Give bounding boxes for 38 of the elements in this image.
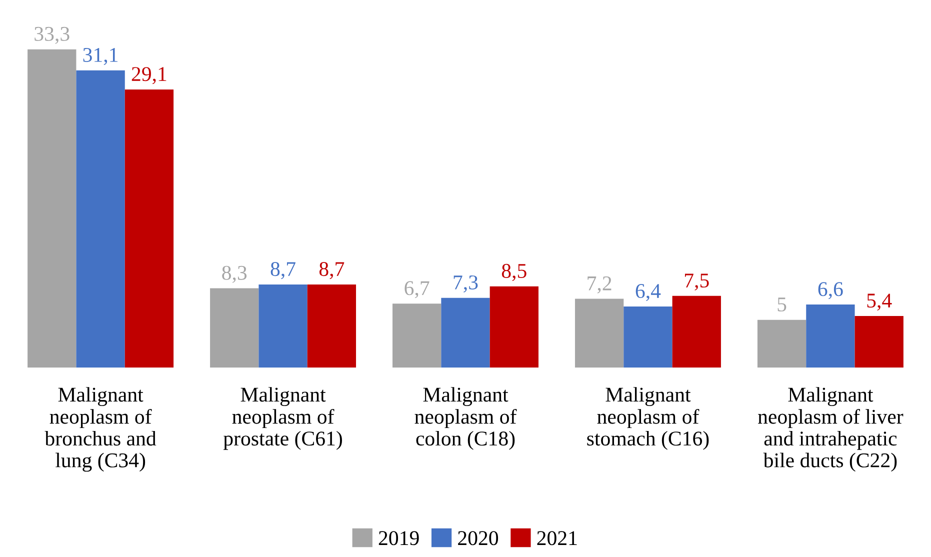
bar: [757, 320, 806, 368]
bar: [490, 286, 538, 368]
bar: [624, 306, 672, 368]
bar: [392, 304, 442, 368]
data-label: 8,7: [319, 262, 344, 280]
bar: [258, 284, 308, 368]
bar: [210, 288, 259, 368]
data-label: 7,2: [588, 276, 612, 294]
data-label: 8,7: [270, 262, 296, 280]
data-label: 33,3: [34, 26, 70, 44]
legend-label: 2021: [537, 531, 577, 546]
bar: [854, 316, 904, 368]
legend-label: 2020: [458, 531, 498, 546]
data-label: 7,3: [454, 275, 478, 292]
data-label: 8,5: [502, 264, 526, 281]
bar: [441, 298, 490, 368]
legend-label: 2019: [378, 531, 419, 546]
bar: [76, 70, 125, 368]
bar: [574, 298, 624, 368]
data-label: 29,1: [132, 67, 166, 84]
data-label: 31,1: [83, 48, 118, 65]
bar: [806, 304, 855, 368]
data-label: 7,5: [684, 274, 709, 291]
x-tick-label: Malignant neoplasm of stomach (C16): [587, 387, 709, 450]
bar: [124, 89, 174, 368]
data-label: 8,3: [222, 266, 247, 283]
data-label: 6,7: [404, 281, 430, 298]
data-label: 6,6: [818, 282, 843, 300]
data-label: 6,4: [636, 284, 661, 302]
bar: [672, 296, 721, 368]
data-label: 5,4: [867, 294, 892, 311]
bar: [307, 284, 356, 368]
x-tick-label: Malignant neoplasm of prostate (C61): [223, 387, 342, 450]
bar: [28, 49, 76, 368]
data-label: 5: [778, 298, 786, 312]
x-tick-label: Malignant neoplasm of bronchus and lung (C34): [44, 387, 156, 472]
x-tick-label: Malignant neoplasm of colon (C18): [414, 387, 517, 450]
x-tick-label: Malignant neoplasm of liver and intrahepatic bile ducts (C22): [758, 387, 904, 472]
